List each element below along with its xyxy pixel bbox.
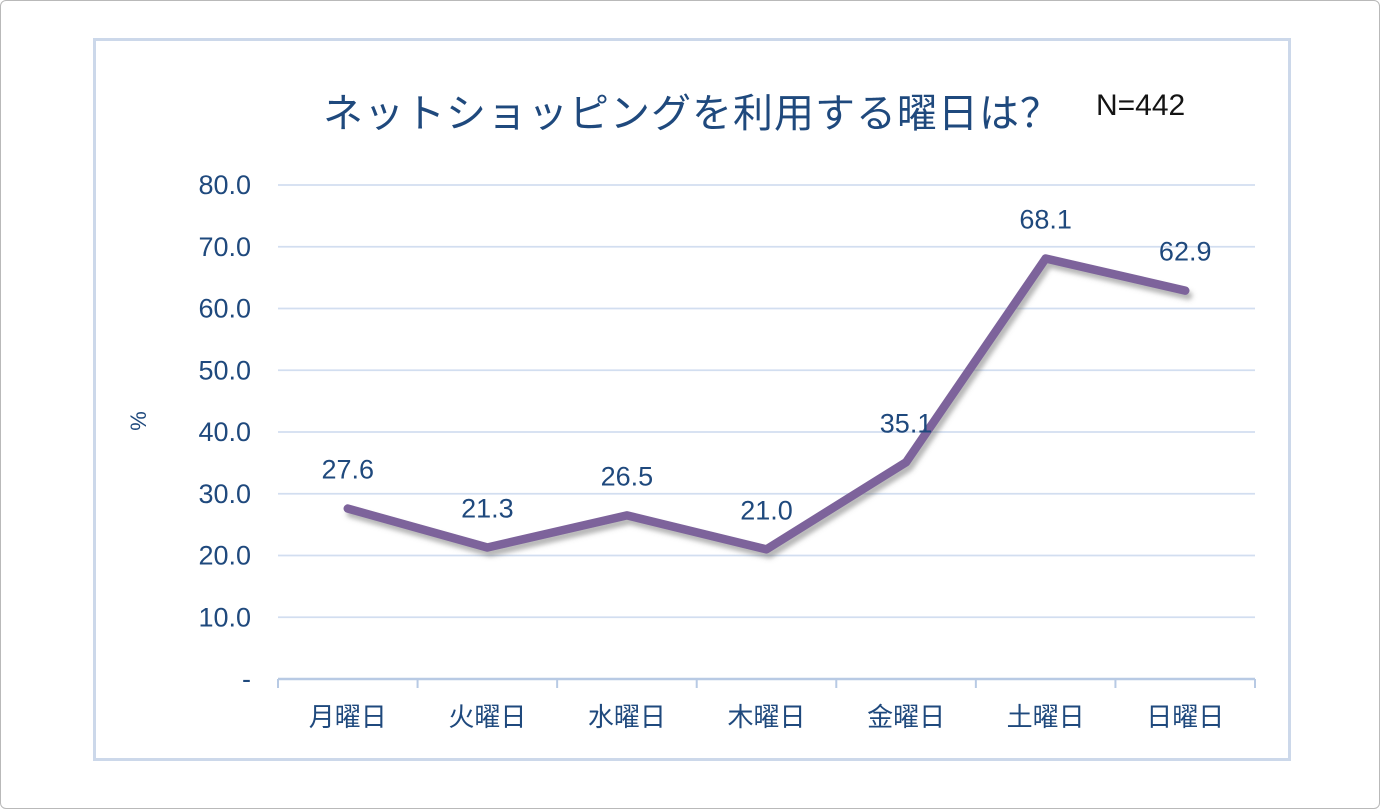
x-axis-label: 日曜日: [1146, 702, 1224, 732]
x-axis-label: 月曜日: [309, 702, 387, 732]
x-axis-label: 土曜日: [1007, 702, 1085, 732]
data-label: 62.9: [1159, 237, 1212, 267]
line-chart: - 10.0 20.0 30.0 40.0 50.0 60.0 70.0 80.0 月曜日 火曜日 水…: [126, 170, 1256, 732]
data-label: 68.1: [1019, 204, 1072, 234]
sample-size-note: N=442: [1096, 89, 1186, 122]
x-axis-label: 木曜日: [727, 702, 805, 732]
data-label: 35.1: [880, 408, 933, 438]
y-axis-tick-label: 20.0: [198, 541, 251, 571]
y-axis-tick-label: 30.0: [198, 479, 251, 509]
y-axis-tick-label: 40.0: [198, 417, 251, 447]
y-axis-tick-label: -: [242, 664, 251, 694]
x-axis-label: 水曜日: [588, 702, 666, 732]
data-label: 21.3: [461, 493, 514, 523]
data-line: [343, 254, 1190, 554]
data-label: 27.6: [322, 455, 375, 485]
data-label: 26.5: [601, 461, 654, 491]
chart-title: ネットショッピングを利用する曜日は？: [323, 92, 1061, 136]
y-axis-tick-label: 70.0: [198, 232, 251, 262]
x-axis-label: 金曜日: [867, 702, 945, 732]
y-axis-tick-label: 10.0: [198, 602, 251, 632]
x-axis-label: 火曜日: [448, 702, 526, 732]
y-axis-title: %: [126, 411, 151, 431]
chart-container: ネットショッピングを利用する曜日は？ N=442 - 10.0 20.0 30.0 40…: [93, 38, 1291, 761]
y-axis-tick-label: 80.0: [198, 170, 251, 200]
y-axis-tick-label: 50.0: [198, 355, 251, 385]
data-label: 21.0: [740, 495, 793, 525]
y-axis-tick-label: 60.0: [198, 294, 251, 324]
